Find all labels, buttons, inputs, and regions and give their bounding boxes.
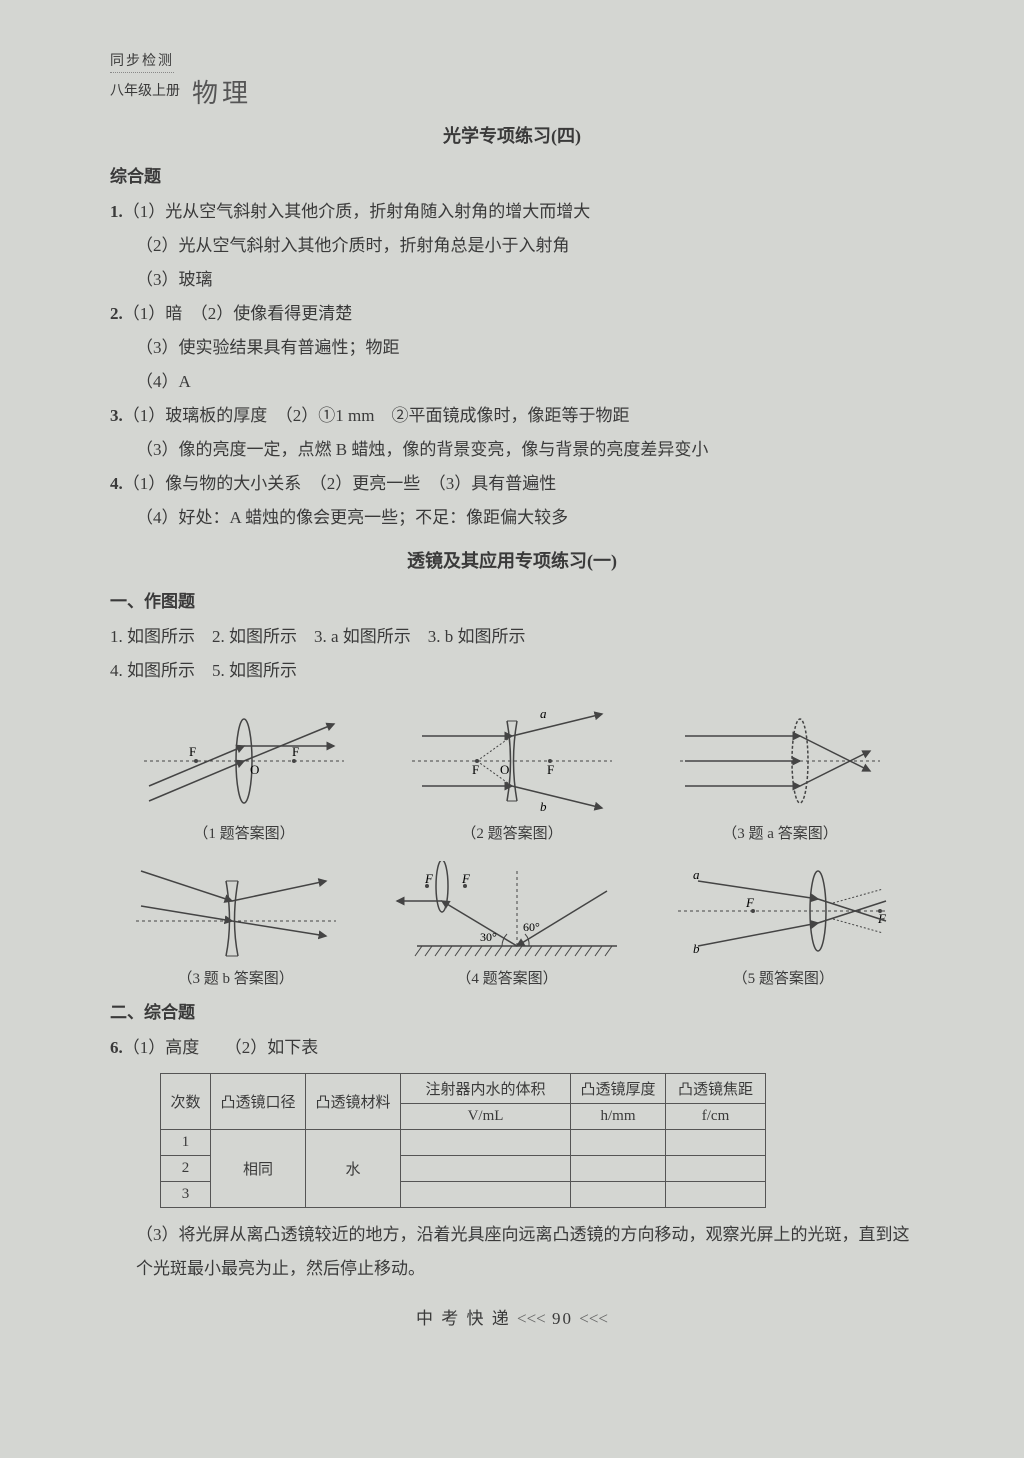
row3-num: 3: [161, 1182, 211, 1208]
lens-diagram-3b-icon: [126, 861, 346, 961]
svg-text:F: F: [745, 895, 755, 910]
q4-num: 4.: [110, 474, 123, 493]
figures-row-1: F F O （1 题答案图） F F O a b: [110, 706, 914, 843]
figure-4: F F 30° 60° （4 题答案图）: [377, 861, 637, 988]
svg-text:F: F: [472, 762, 479, 777]
section1-label: 综合题: [110, 162, 914, 187]
svg-text:a: a: [693, 867, 700, 882]
svg-text:b: b: [693, 941, 700, 956]
th-4-l1: 注射器内水的体积: [401, 1074, 571, 1104]
figures-row-2: （3 题 b 答案图） F F 30°: [110, 861, 914, 988]
caption-5: （5 题答案图）: [668, 967, 898, 988]
svg-text:O: O: [250, 762, 259, 777]
q2-p1: （1）暗 （2）使像看得更清楚: [123, 304, 353, 323]
caption-3b: （3 题 b 答案图）: [126, 967, 346, 988]
header-grade: 八年级上册: [110, 80, 180, 100]
th-1: 次数: [161, 1074, 211, 1130]
q6-num: 6.: [110, 1038, 123, 1057]
row2-num: 2: [161, 1156, 211, 1182]
cell-empty: [571, 1156, 666, 1182]
merged-col2: 相同: [211, 1130, 306, 1208]
q4-p2: （4）好处：A 蜡烛的像会更亮一些；不足：像距偏大较多: [136, 501, 914, 535]
figure-2: F F O a b （2 题答案图）: [402, 706, 622, 843]
figure-5: F F a b （5 题答案图）: [668, 861, 898, 988]
cell-empty: [666, 1182, 766, 1208]
q6-p1: （1）高度 （2）如下表: [123, 1038, 319, 1057]
th-6-l2: f/cm: [666, 1104, 766, 1130]
cell-empty: [401, 1130, 571, 1156]
page-footer: 中 考 快 递 <<< 90 <<<: [110, 1304, 914, 1329]
caption-1: （1 题答案图）: [134, 822, 354, 843]
answers-line1: 1. 如图所示 2. 如图所示 3. a 如图所示 3. b 如图所示: [110, 620, 914, 654]
q3-num: 3.: [110, 406, 123, 425]
figure-3b: （3 题 b 答案图）: [126, 861, 346, 988]
svg-text:a: a: [540, 706, 547, 721]
section1-title: 光学专项练习(四): [110, 122, 914, 148]
svg-text:F: F: [547, 762, 554, 777]
header-top-label: 同步检测: [110, 50, 174, 73]
mirror-diagram-4-icon: F F 30° 60°: [377, 861, 637, 961]
part2-label: 二、综合题: [110, 998, 914, 1023]
section2-title: 透镜及其应用专项练习(一): [110, 547, 914, 573]
part1-label: 一、作图题: [110, 587, 914, 612]
footer-text: 中 考 快 递: [416, 1309, 511, 1328]
data-table: 次数 凸透镜口径 凸透镜材料 注射器内水的体积 凸透镜厚度 凸透镜焦距 V/mL…: [160, 1073, 766, 1208]
svg-text:F: F: [461, 871, 471, 886]
q4-p1: （1）像与物的大小关系 （2）更亮一些 （3）具有普遍性: [123, 474, 557, 493]
cell-empty: [571, 1182, 666, 1208]
lens-diagram-1-icon: F F O: [134, 706, 354, 816]
header-subject: 物理: [192, 79, 252, 108]
cell-empty: [571, 1130, 666, 1156]
q2-p2: （3）使实验结果具有普遍性；物距: [136, 331, 914, 365]
th-4-l2: V/mL: [401, 1104, 571, 1130]
footer-page: 90: [552, 1309, 573, 1328]
q1: 1.（1）光从空气斜射入其他介质，折射角随入射角的增大而增大 （2）光从空气斜射…: [110, 195, 914, 297]
q6: 6.（1）高度 （2）如下表: [110, 1031, 914, 1065]
cell-empty: [666, 1130, 766, 1156]
row1-num: 1: [161, 1130, 211, 1156]
q1-num: 1.: [110, 202, 123, 221]
caption-4: （4 题答案图）: [377, 967, 637, 988]
cell-empty: [401, 1182, 571, 1208]
q2-num: 2.: [110, 304, 123, 323]
cell-empty: [401, 1156, 571, 1182]
lens-diagram-3a-icon: [670, 706, 890, 816]
q2: 2.（1）暗 （2）使像看得更清楚 （3）使实验结果具有普遍性；物距 （4）A: [110, 297, 914, 399]
figure-3a: （3 题 a 答案图）: [670, 706, 890, 843]
figure-1: F F O （1 题答案图）: [134, 706, 354, 843]
q2-p3: （4）A: [136, 365, 914, 399]
svg-text:F: F: [424, 871, 434, 886]
svg-text:60°: 60°: [523, 920, 540, 934]
th-6-l1: 凸透镜焦距: [666, 1074, 766, 1104]
lens-diagram-5-icon: F F a b: [668, 861, 898, 961]
cell-empty: [666, 1156, 766, 1182]
q3: 3.（1）玻璃板的厚度 （2）①1 mm ②平面镜成像时，像距等于物距 （3）像…: [110, 399, 914, 467]
svg-text:O: O: [500, 762, 509, 777]
answers-line2: 4. 如图所示 5. 如图所示: [110, 654, 914, 688]
q6-p3: （3）将光屏从离凸透镜较近的地方，沿着光具座向远离凸透镜的方向移动，观察光屏上的…: [136, 1218, 914, 1286]
th-3: 凸透镜材料: [306, 1074, 401, 1130]
q3-p2: （3）像的亮度一定，点燃 B 蜡烛，像的背景变亮，像与背景的亮度差异变小: [136, 433, 914, 467]
footer-arrows-left: <<<: [517, 1309, 546, 1328]
q1-p1: （1）光从空气斜射入其他介质，折射角随入射角的增大而增大: [123, 202, 591, 221]
page-header: 同步检测 八年级上册 物理: [110, 50, 914, 110]
q3-p1: （1）玻璃板的厚度 （2）①1 mm ②平面镜成像时，像距等于物距: [123, 406, 630, 425]
caption-2: （2 题答案图）: [402, 822, 622, 843]
q1-p3: （3）玻璃: [136, 263, 914, 297]
th-5-l1: 凸透镜厚度: [571, 1074, 666, 1104]
merged-col3: 水: [306, 1130, 401, 1208]
q4: 4.（1）像与物的大小关系 （2）更亮一些 （3）具有普遍性 （4）好处：A 蜡…: [110, 467, 914, 535]
svg-text:F: F: [189, 744, 196, 759]
th-2: 凸透镜口径: [211, 1074, 306, 1130]
lens-diagram-2-icon: F F O a b: [402, 706, 622, 816]
svg-text:30°: 30°: [480, 930, 497, 944]
q1-p2: （2）光从空气斜射入其他介质时，折射角总是小于入射角: [136, 229, 914, 263]
svg-text:b: b: [540, 799, 547, 814]
footer-arrows-right: <<<: [579, 1309, 608, 1328]
caption-3a: （3 题 a 答案图）: [670, 822, 890, 843]
th-5-l2: h/mm: [571, 1104, 666, 1130]
